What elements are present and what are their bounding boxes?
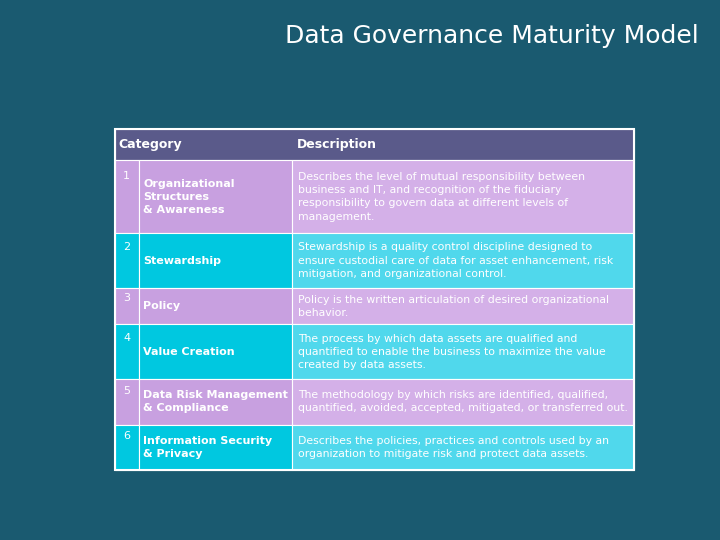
Bar xyxy=(138,233,292,288)
Bar xyxy=(292,233,634,288)
Text: Stewardship: Stewardship xyxy=(143,255,221,266)
Text: The process by which data assets are qualified and
quantified to enable the busi: The process by which data assets are qua… xyxy=(297,334,606,370)
Text: Describes the level of mutual responsibility between
business and IT, and recogn: Describes the level of mutual responsibi… xyxy=(297,172,585,222)
Bar xyxy=(138,424,292,470)
Text: Describes the policies, practices and controls used by an
organization to mitiga: Describes the policies, practices and co… xyxy=(297,436,608,459)
Text: Policy: Policy xyxy=(143,301,180,311)
Text: Information Security
& Privacy: Information Security & Privacy xyxy=(143,436,272,459)
Bar xyxy=(292,424,634,470)
Bar xyxy=(115,288,138,325)
Text: Data Risk Management
& Compliance: Data Risk Management & Compliance xyxy=(143,390,288,414)
Bar xyxy=(138,379,292,424)
Bar xyxy=(115,160,138,233)
Text: Data Governance Maturity Model: Data Governance Maturity Model xyxy=(284,24,698,48)
Text: Value Creation: Value Creation xyxy=(143,347,235,357)
Text: 5: 5 xyxy=(123,386,130,396)
Bar xyxy=(292,379,634,424)
Bar xyxy=(292,288,634,325)
Text: Policy is the written articulation of desired organizational
behavior.: Policy is the written articulation of de… xyxy=(297,295,608,318)
Text: 4: 4 xyxy=(123,333,130,343)
Bar xyxy=(138,325,292,379)
Bar xyxy=(115,129,634,470)
Bar xyxy=(115,233,138,288)
Bar xyxy=(292,325,634,379)
Bar xyxy=(115,379,138,424)
Text: Stewardship is a quality control discipline designed to
ensure custodial care of: Stewardship is a quality control discipl… xyxy=(297,242,613,279)
Text: 3: 3 xyxy=(123,293,130,303)
Bar xyxy=(138,160,292,233)
Text: The methodology by which risks are identified, qualified,
quantified, avoided, a: The methodology by which risks are ident… xyxy=(297,390,627,414)
Text: 1: 1 xyxy=(123,171,130,181)
Text: Category: Category xyxy=(118,138,181,151)
Text: Organizational
Structures
& Awareness: Organizational Structures & Awareness xyxy=(143,179,235,215)
Text: 2: 2 xyxy=(123,241,130,252)
Bar xyxy=(115,325,138,379)
Bar xyxy=(115,424,138,470)
Text: Description: Description xyxy=(297,138,377,151)
Bar xyxy=(138,288,292,325)
Bar xyxy=(292,160,634,233)
Text: 6: 6 xyxy=(123,431,130,442)
Bar xyxy=(115,129,634,160)
